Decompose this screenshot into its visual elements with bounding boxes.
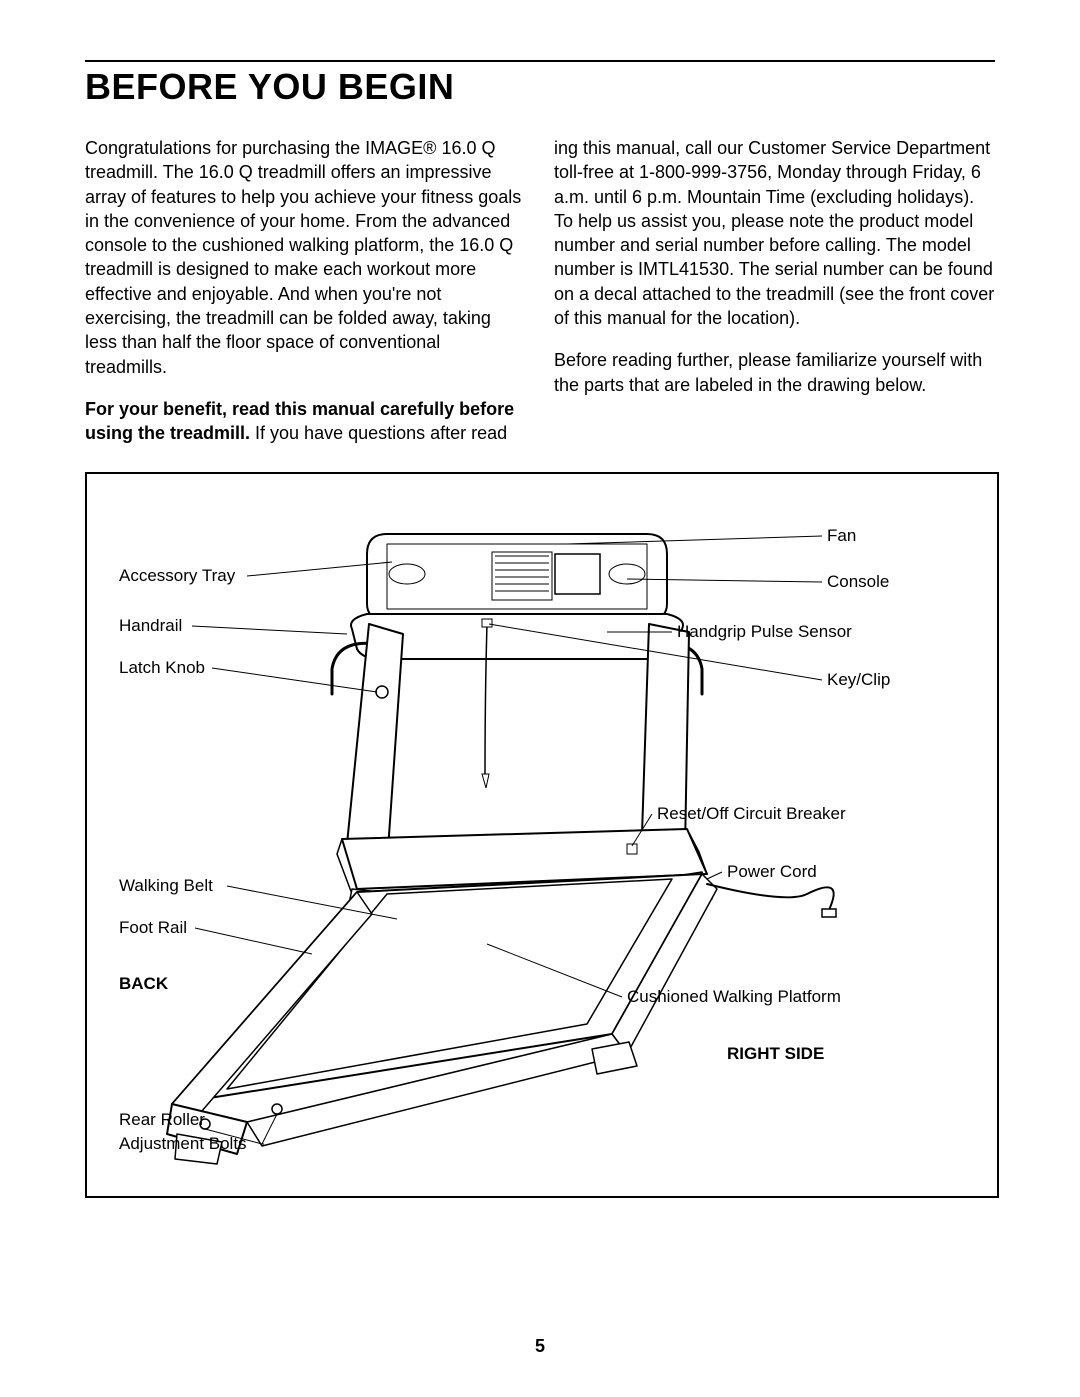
text-columns: Congratulations for purchasing the IMAGE… bbox=[85, 136, 995, 446]
label-adjustment-bolts: Adjustment Bolts bbox=[119, 1134, 247, 1154]
left-column: Congratulations for purchasing the IMAGE… bbox=[85, 136, 526, 446]
label-reset-breaker: Reset/Off Circuit Breaker bbox=[657, 804, 846, 824]
customer-service-paragraph: ing this manual, call our Customer Servi… bbox=[554, 136, 995, 330]
label-walking-belt: Walking Belt bbox=[119, 876, 213, 896]
section-title: BEFORE YOU BEGIN bbox=[85, 66, 995, 108]
right-column: ing this manual, call our Customer Servi… bbox=[554, 136, 995, 446]
label-foot-rail: Foot Rail bbox=[119, 918, 187, 938]
intro-paragraph: Congratulations for purchasing the IMAGE… bbox=[85, 136, 526, 379]
label-cushioned-platform: Cushioned Walking Platform bbox=[627, 987, 841, 1007]
label-accessory-tray: Accessory Tray bbox=[119, 566, 235, 586]
label-power-cord: Power Cord bbox=[727, 862, 817, 882]
label-back: BACK bbox=[119, 974, 168, 994]
top-rule bbox=[85, 60, 995, 62]
manual-page: BEFORE YOU BEGIN Congratulations for pur… bbox=[0, 0, 1080, 1397]
page-number: 5 bbox=[0, 1336, 1080, 1357]
label-fan: Fan bbox=[827, 526, 856, 546]
label-rear-roller: Rear Roller bbox=[119, 1110, 205, 1130]
label-handrail: Handrail bbox=[119, 616, 182, 636]
label-console: Console bbox=[827, 572, 889, 592]
label-latch-knob: Latch Knob bbox=[119, 658, 205, 678]
treadmill-diagram: Accessory Tray Handrail Latch Knob Walki… bbox=[85, 472, 999, 1198]
label-right-side: RIGHT SIDE bbox=[727, 1044, 824, 1064]
label-key-clip: Key/Clip bbox=[827, 670, 890, 690]
label-handgrip-pulse: Handgrip Pulse Sensor bbox=[677, 622, 852, 642]
read-manual-rest: If you have questions after read bbox=[250, 423, 507, 443]
read-manual-paragraph: For your benefit, read this manual caref… bbox=[85, 397, 526, 446]
familiarize-paragraph: Before reading further, please familiari… bbox=[554, 348, 995, 397]
